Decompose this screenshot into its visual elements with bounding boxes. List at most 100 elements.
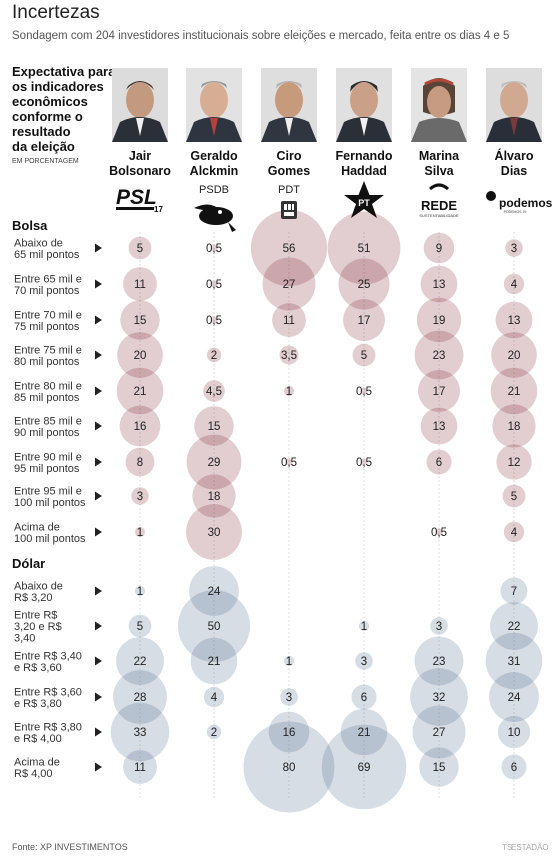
bubble-bolsa [203,380,225,402]
bubble-value-label: 21 [508,386,521,398]
bubble-value-label: 15 [208,421,221,433]
bubble-bolsa [285,458,293,466]
candidate-first-name: Marina [419,149,460,163]
bubble-dolar [321,724,407,810]
ciro-portrait-icon [261,68,317,142]
bubble-dolar [419,747,459,787]
candidate-first-name: Ciro [277,149,302,163]
bubble-value-label: 3 [436,621,442,633]
bubble-value-label: 5 [137,621,143,633]
bubble-bolsa [360,387,368,395]
row-arrow-icon [95,315,102,325]
candidate-last-name: Gomes [268,164,310,178]
bubble-bolsa [116,367,164,415]
bubble-value-label: 0,5 [206,279,222,291]
psdb-toucan-icon [194,204,236,232]
candidate-column-bolsonaro: Jair Bolsonaro PSL 17 [109,68,171,214]
bubble-value-label: 2 [211,350,217,362]
row-label-bolsa: 75 mil pontos [14,321,80,333]
bubble-dolar [490,602,538,650]
bubble-dolar [123,750,157,784]
bubble-value-label: 5 [137,243,143,255]
bubble-dolar [178,590,250,662]
candidate-first-name: Fernando [336,149,393,163]
bubble-bolsa [360,458,368,466]
bubble-value-label: 22 [508,621,521,633]
bubble-dolar [243,721,335,813]
bubbles-layer [110,209,543,813]
candidate-column-alvaro: Álvaro Dias podemos PODEMOS 19 [486,68,553,214]
row-label-bolsa: Entre 75 mil e [14,344,82,356]
party-label: PSDB [199,184,229,196]
bubble-value-label: 16 [134,421,147,433]
bubble-value-label: 20 [134,350,147,362]
bubble-bolsa [503,273,525,295]
party-tagline: SUSTENTABILIDADE [419,213,459,218]
expectation-title-line: os indicadores [12,79,104,94]
bubble-value-label: 69 [358,762,371,774]
bubble-value-label: 8 [137,457,143,469]
bubble-value-label: 18 [208,491,221,503]
row-label-bolsa: Entre 70 mil e [14,309,82,321]
bubble-bolsa [250,209,328,287]
row-label-bolsa: Entre 65 mil e [14,273,82,285]
bubble-bolsa [279,345,299,365]
bubble-dolar [355,652,373,670]
candidate-last-name: Bolsonaro [109,164,171,178]
bubble-value-label: 28 [134,692,147,704]
bubble-dolar [485,632,543,690]
row-label-dolar: Abaixo de [14,580,63,592]
bubble-value-label: 17 [433,386,446,398]
bubble-value-label: 10 [508,727,521,739]
bubble-value-label: 15 [433,762,446,774]
bubble-value-label: 11 [283,315,295,327]
row-arrow-icon [95,586,102,596]
bubble-value-label: 5 [361,350,367,362]
row-arrow-icon [95,656,102,666]
bubble-value-label: 11 [134,279,146,291]
candidate-last-name: Dias [501,164,527,178]
bubble-value-label: 0,5 [206,315,222,327]
bubble-value-label: 33 [134,727,147,739]
bubble-value-label: 6 [361,692,367,704]
bubble-bolsa [416,297,462,343]
bubble-bolsa [503,521,525,543]
candidate-column-marina: Marina Silva REDE SUSTENTABILIDADE [411,68,467,218]
bubble-value-label: 1 [137,527,143,539]
bubble-dolar [128,614,152,638]
bubble-bolsa [134,526,146,538]
bubble-value-label: 23 [433,350,446,362]
row-arrow-icon [95,527,102,537]
bubble-bolsa [210,316,218,324]
bubble-value-label: 30 [208,527,221,539]
row-label-bolsa: 100 mil pontos [14,497,86,509]
bubble-value-label: 0,5 [356,457,372,469]
expectation-title-line: econômicos [12,94,88,109]
party-logo-text: REDE [421,198,457,213]
bubble-value-label: 4 [511,279,518,291]
haddad-portrait-icon [336,68,392,142]
party-tagline: PODEMOS 19 [504,210,527,214]
credit-mark: TS [502,843,512,852]
bubble-value-label: 4 [211,692,218,704]
bubble-bolsa [491,332,537,378]
row-label-dolar: e R$ 3,80 [14,698,62,710]
bubble-dolar [134,585,146,597]
bubble-bolsa [420,265,458,303]
bubble-value-label: 7 [511,586,517,598]
bubble-value-label: 0,5 [206,243,222,255]
bubble-value-label: 24 [208,586,221,598]
row-label-dolar: e R$ 4,00 [14,733,62,745]
bubble-bolsa [210,280,218,288]
row-label-bolsa: 100 mil pontos [14,533,86,545]
bubble-dolar [280,688,298,706]
bubble-dolar [340,708,388,756]
expectation-heading: Expectativa para os indicadores econômic… [12,64,116,165]
bubble-value-label: 80 [283,762,296,774]
bubble-bolsa [495,301,533,339]
pt-star-icon: PT [344,181,384,218]
row-arrow-icon [95,386,102,396]
bubble-bolsa [186,504,242,560]
bubble-dolar [489,672,539,722]
